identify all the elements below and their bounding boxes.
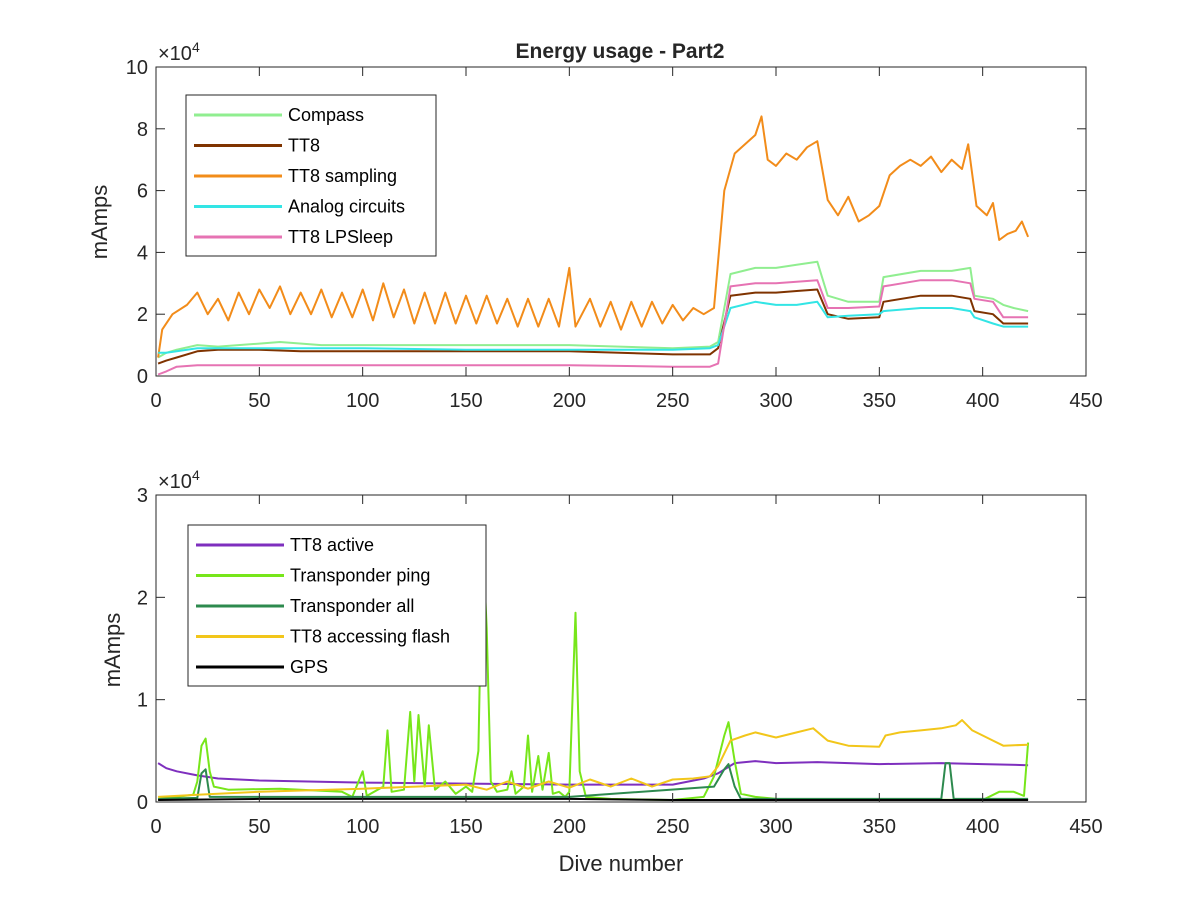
- bottom-chart-legend-label-transponder-ping: Transponder ping: [290, 566, 430, 586]
- top-chart-panel: Energy usage - Part2 mAmps ×104 0 50 100 15…: [87, 39, 1103, 412]
- bottom-chart-x-tick-label: 50: [248, 816, 270, 838]
- bottom-chart-y-exponent-power: 4: [192, 467, 200, 483]
- top-chart-x-tick-label: 350: [863, 390, 896, 412]
- bottom-chart-x-tick-label: 350: [863, 816, 896, 838]
- bottom-chart-y-exponent-base: ×10: [158, 471, 192, 493]
- bottom-chart-ticks-layer: 0 50 100 150 200 250 300 350 400 450 0 1 2 3: [137, 485, 1103, 838]
- bottom-chart-series-layer: [157, 534, 1030, 801]
- top-chart-legend-label-analog-circuits: Analog circuits: [288, 197, 405, 217]
- top-chart-x-tick-label: 100: [346, 390, 379, 412]
- bottom-chart-x-tick-label: 300: [759, 816, 792, 838]
- top-chart-y-axis-title: mAmps: [87, 185, 112, 260]
- bottom-chart-axes-box: [155, 494, 1087, 803]
- top-chart-x-tick-label: 150: [449, 390, 482, 412]
- top-chart-y-tick-label: 10: [126, 57, 148, 79]
- top-chart-x-tick-label: 400: [966, 390, 999, 412]
- top-chart-series-tt8-lpsleep: [157, 279, 1029, 376]
- top-chart-x-tick-label: 50: [248, 390, 270, 412]
- bottom-chart-x-tick-label: 0: [150, 816, 161, 838]
- top-chart-legend-label-tt8-sampling: TT8 sampling: [288, 166, 397, 186]
- top-chart-ticks-layer: 0 50 100 150 200 250 300 350 400 450 0 2 4 6 8 10: [126, 57, 1103, 412]
- bottom-chart-series-tt8-accessing-flash: [158, 719, 1029, 798]
- bottom-chart-legend-label-transponder-all: Transponder all: [290, 596, 414, 616]
- top-chart-y-tick-label: 4: [137, 242, 148, 264]
- top-chart-legend-label-tt8-lpsleep: TT8 LPSleep: [288, 227, 393, 247]
- top-chart-x-tick-label: 300: [759, 390, 792, 412]
- top-chart-series-analog-circuits: [158, 300, 1029, 354]
- top-chart-x-tick-label: 250: [656, 390, 689, 412]
- bottom-chart-legend: TT8 active Transponder ping Transponder al…: [187, 524, 487, 687]
- top-chart-y-exponent-power: 4: [192, 39, 200, 55]
- top-chart-series-tt8-sampling: [157, 115, 1030, 358]
- bottom-chart-x-tick-label: 450: [1069, 816, 1102, 838]
- top-chart-y-tick-label: 0: [137, 366, 148, 388]
- bottom-chart-series-gps: [158, 797, 1029, 801]
- bottom-chart-series-transponder-all: [158, 762, 1029, 800]
- bottom-chart-y-tick-label: 1: [137, 690, 148, 712]
- top-chart-legend: Compass TT8 TT8 sampling Analog circuits TT8…: [185, 94, 437, 257]
- bottom-chart-x-tick-label: 400: [966, 816, 999, 838]
- bottom-chart-x-tick-label: 250: [656, 816, 689, 838]
- bottom-chart-panel: mAmps Dive number ×104 0 50 100 150 200 250 30…: [100, 467, 1103, 876]
- top-chart-y-tick-label: 2: [137, 304, 148, 326]
- top-chart-x-tick-label: 450: [1069, 390, 1102, 412]
- bottom-chart-legend-label-tt8-accessing-flash: TT8 accessing flash: [290, 627, 450, 647]
- bottom-chart-x-tick-label: 150: [449, 816, 482, 838]
- top-chart-legend-label-tt8: TT8: [288, 136, 320, 156]
- top-chart-x-tick-label: 0: [150, 390, 161, 412]
- top-chart-y-tick-label: 8: [137, 119, 148, 141]
- bottom-chart-legend-label-gps: GPS: [290, 657, 328, 677]
- top-chart-series-layer: [157, 115, 1030, 376]
- bottom-chart-legend-label-tt8-active: TT8 active: [290, 535, 374, 555]
- top-chart-title: Energy usage - Part2: [516, 40, 725, 63]
- bottom-chart-y-tick-label: 2: [137, 587, 148, 609]
- top-chart-axes-box: [155, 66, 1087, 377]
- top-chart-y-tick-label: 6: [137, 181, 148, 203]
- top-chart-legend-label-compass: Compass: [288, 105, 364, 125]
- top-chart-y-exponent-label: ×104: [158, 39, 200, 65]
- top-chart-series-compass: [157, 260, 1029, 359]
- top-chart-series-tt8: [157, 288, 1029, 365]
- bottom-chart-x-tick-label: 200: [553, 816, 586, 838]
- top-chart-x-tick-label: 200: [553, 390, 586, 412]
- top-chart-y-exponent-base: ×10: [158, 43, 192, 65]
- bottom-chart-y-axis-title: mAmps: [100, 613, 125, 688]
- bottom-chart-y-exponent-label: ×104: [158, 467, 200, 493]
- bottom-chart-y-tick-label: 0: [137, 792, 148, 814]
- bottom-chart-x-tick-label: 100: [346, 816, 379, 838]
- bottom-chart-y-tick-label: 3: [137, 485, 148, 507]
- bottom-chart-x-axis-title: Dive number: [559, 851, 684, 876]
